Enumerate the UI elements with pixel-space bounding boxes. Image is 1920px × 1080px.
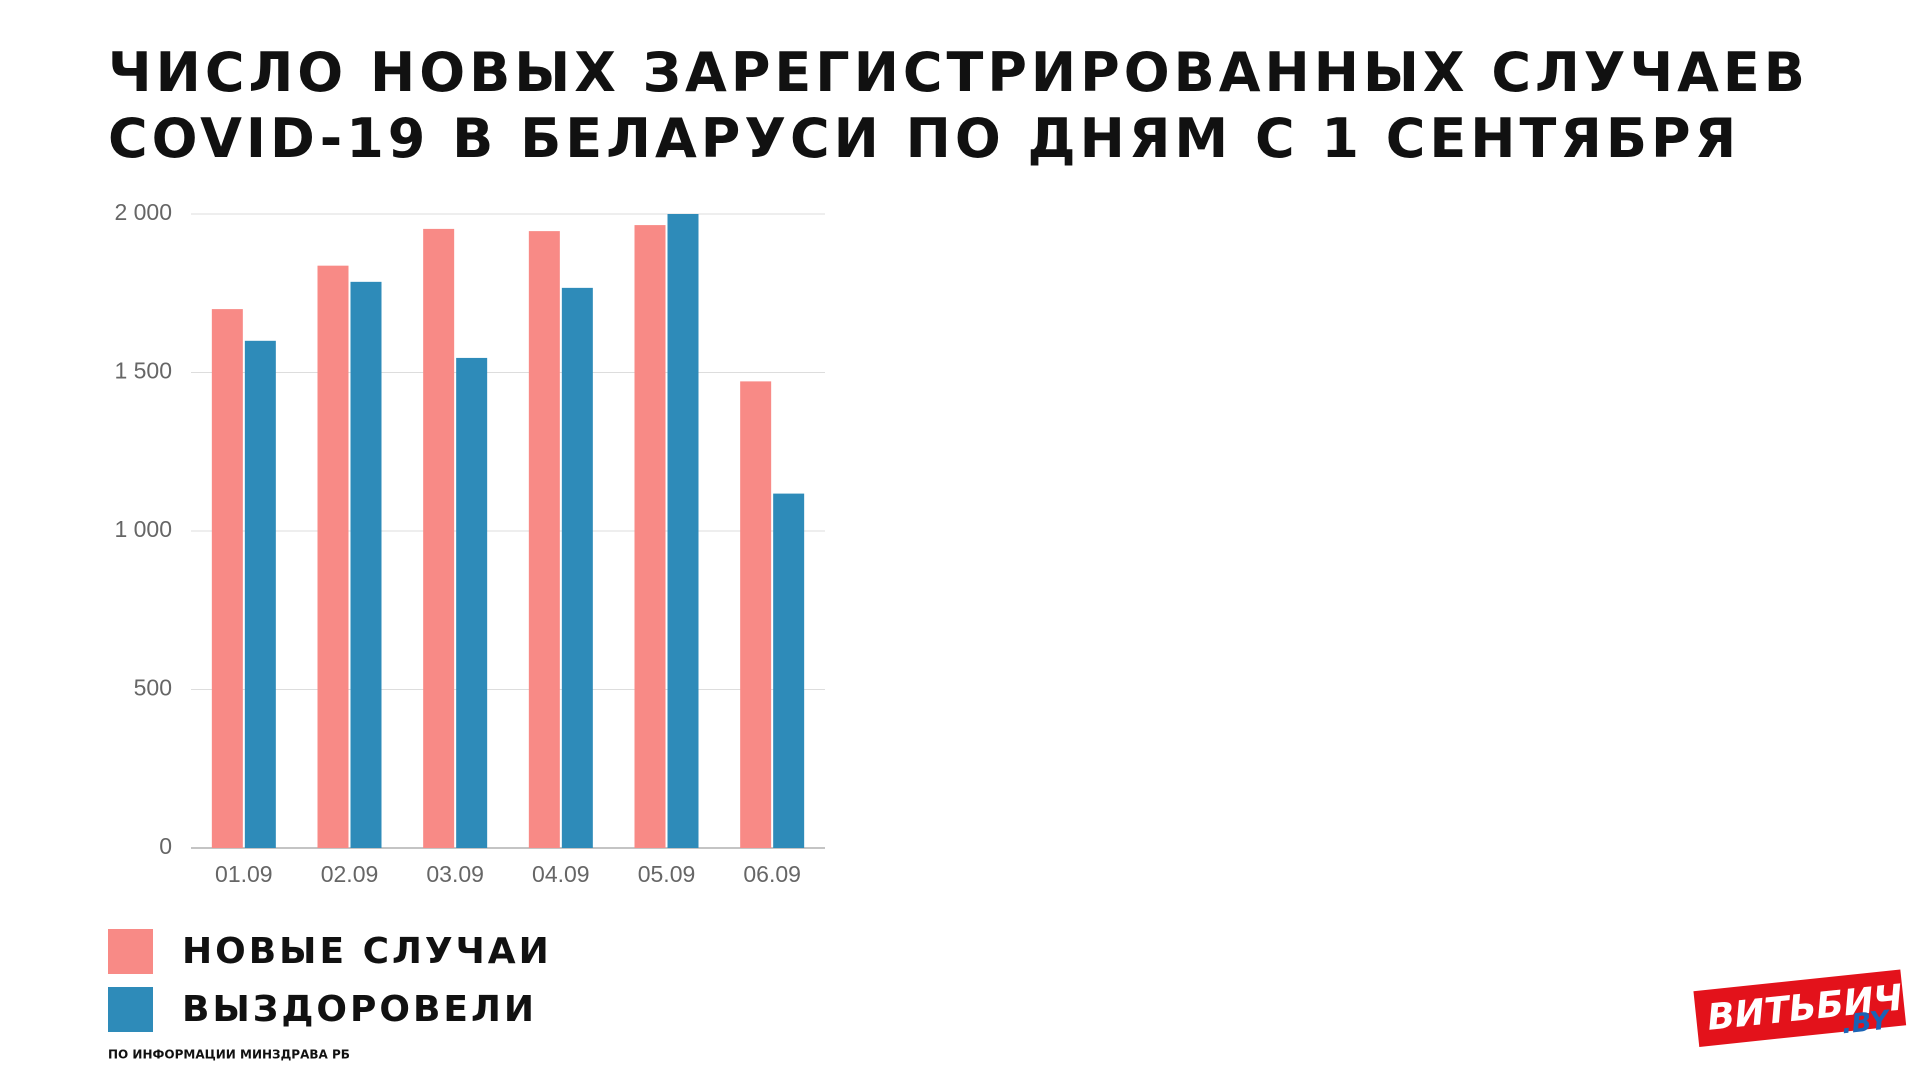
bar bbox=[634, 225, 666, 849]
logo: ВИТЬБИЧИ .BY bbox=[1693, 969, 1920, 1047]
bar bbox=[317, 265, 349, 848]
chart-title: ЧИСЛО НОВЫХ ЗАРЕГИСТРИРОВАННЫХ СЛУЧАЕВ C… bbox=[108, 41, 1809, 170]
bar bbox=[528, 231, 560, 849]
legend-swatch bbox=[108, 987, 153, 1032]
y-tick-label: 1 500 bbox=[114, 358, 172, 384]
y-tick-label: 1 000 bbox=[114, 516, 172, 542]
y-tick-label: 0 bbox=[159, 833, 172, 859]
legend-label: НОВЫЕ СЛУЧАИ bbox=[182, 931, 552, 972]
bar bbox=[350, 281, 382, 848]
legend-swatch bbox=[108, 929, 153, 974]
x-tick-label: 04.09 bbox=[532, 861, 590, 887]
bar bbox=[456, 357, 488, 848]
x-tick-label: 03.09 bbox=[426, 861, 484, 887]
bar bbox=[561, 287, 593, 849]
logo-box bbox=[1693, 969, 1907, 1047]
bar bbox=[423, 228, 455, 849]
x-tick-label: 06.09 bbox=[743, 861, 801, 887]
bar bbox=[244, 340, 276, 848]
bar bbox=[211, 309, 243, 849]
legend-label: ВЫЗДОРОВЕЛИ bbox=[182, 989, 537, 1030]
source-note: ПО ИНФОРМАЦИИ МИНЗДРАВА РБ bbox=[108, 1048, 350, 1062]
x-tick-label: 01.09 bbox=[215, 861, 273, 887]
bar bbox=[740, 381, 772, 848]
x-tick-label: 05.09 bbox=[638, 861, 696, 887]
y-tick-label: 500 bbox=[134, 675, 172, 701]
logo-domain: .BY bbox=[1840, 1005, 1893, 1040]
y-tick-label: 2 000 bbox=[114, 199, 172, 225]
x-tick-label: 02.09 bbox=[321, 861, 379, 887]
bar bbox=[773, 493, 805, 848]
bar bbox=[667, 214, 699, 848]
